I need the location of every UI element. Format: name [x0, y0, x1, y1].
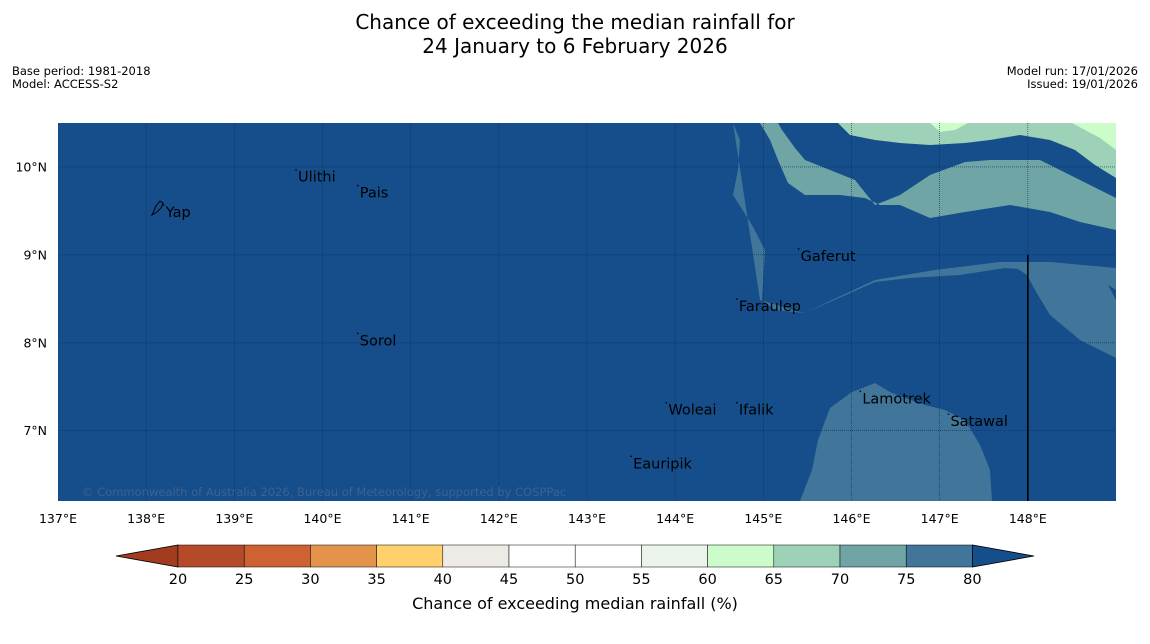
meta-left: Base period: 1981-2018 Model: ACCESS-S2: [12, 65, 151, 91]
colorbar-swatch: [574, 544, 642, 568]
copyright-text: © Commonwealth of Australia 2026, Bureau…: [82, 485, 566, 499]
lon-tick-label: 140°E: [303, 511, 341, 526]
model-name: Model: ACCESS-S2: [12, 77, 119, 91]
colorbar-tick-label: 80: [963, 572, 981, 588]
place-marker: [859, 390, 862, 393]
colorbar-tick-label: 45: [500, 572, 518, 588]
colorbar-swatch: [177, 544, 245, 568]
lon-tick-label: 143°E: [568, 511, 606, 526]
lat-tick-label: 8°N: [23, 335, 47, 350]
lon-tick-label: 148°E: [1009, 511, 1047, 526]
lon-tick-label: 146°E: [832, 511, 870, 526]
issued-date: Issued: 19/01/2026: [1027, 77, 1138, 91]
region-60-65: [1072, 123, 1116, 150]
colorbar-tick-label: 60: [698, 572, 716, 588]
colorbar-swatch: [508, 544, 576, 568]
lon-tick-label: 142°E: [480, 511, 518, 526]
colorbar-tick-label: 50: [566, 572, 584, 588]
place-label-woleai: Woleai: [668, 403, 716, 419]
place-marker: [736, 401, 738, 404]
place-label-pais: Pais: [360, 186, 389, 202]
colorbar: 20 25 30 35 40 45 50 55 60 65 70 75 80: [115, 544, 1035, 588]
place-label-gaferut: Gaferut: [801, 249, 856, 265]
colorbar-swatch: [773, 544, 841, 568]
colorbar-tick-label: 20: [169, 572, 187, 588]
colorbar-tick-label: 35: [367, 572, 385, 588]
place-marker: [356, 184, 359, 187]
map-marks: Yap Ulithi Pais Gaferut Faraulep Sorol Woleai I…: [82, 168, 1029, 501]
colorbar-swatch: [641, 544, 708, 568]
base-period: Base period: 1981-2018: [12, 64, 151, 78]
place-marker: [665, 401, 668, 404]
colorbar-tick-label: 40: [434, 572, 452, 588]
region-75-80-south: [800, 383, 992, 501]
yap-island-shape: [150, 200, 164, 217]
colorbar-tick-label: 25: [235, 572, 253, 588]
place-label-lamotrek: Lamotrek: [862, 391, 931, 407]
lat-tick-label: 7°N: [23, 423, 47, 438]
chart-title-line1: Chance of exceeding the median rainfall …: [355, 10, 795, 34]
lat-tick-label: 9°N: [23, 247, 47, 262]
colorbar-swatch: [243, 544, 311, 568]
place-label-satawal: Satawal: [950, 414, 1007, 430]
lon-tick-label: 139°E: [215, 511, 253, 526]
chart-title-line2: 24 January to 6 February 2026: [422, 34, 728, 58]
region-70-75: [760, 123, 1116, 230]
colorbar-swatch: [905, 544, 973, 568]
region-65-70: [838, 123, 1116, 178]
place-marker: [356, 332, 359, 335]
lon-tick-label: 144°E: [656, 511, 694, 526]
place-label-ulithi: Ulithi: [298, 170, 336, 186]
colorbar-over-arrow: [972, 544, 1035, 568]
lon-tick-label: 145°E: [744, 511, 782, 526]
colorbar-swatch: [376, 544, 444, 568]
meta-right: Model run: 17/01/2026 Issued: 19/01/2026: [1007, 65, 1138, 91]
gridlines: 137°E 138°E 139°E 140°E 141°E 142°E 143°E 144°E…: [15, 123, 1116, 526]
model-run: Model run: 17/01/2026: [1006, 64, 1138, 78]
colorbar-tick-label: 55: [632, 572, 650, 588]
colorbar-swatch: [442, 544, 510, 568]
colorbar-tick-label: 65: [765, 572, 783, 588]
contour-regions: [733, 123, 1116, 501]
colorbar-swatch: [839, 544, 907, 568]
place-marker: [736, 298, 738, 300]
colorbar-tick-label: 30: [301, 572, 319, 588]
place-label-sorol: Sorol: [360, 333, 397, 349]
colorbar-swatch: [707, 544, 775, 568]
place-marker: [163, 204, 165, 206]
place-marker: [295, 168, 297, 171]
lat-tick-label: 10°N: [15, 159, 47, 174]
place-label-ifalik: Ifalik: [739, 403, 774, 419]
place-marker: [947, 413, 950, 415]
place-marker: [630, 455, 632, 458]
place-label-faraulep: Faraulep: [739, 299, 801, 315]
lon-tick-label: 147°E: [921, 511, 959, 526]
lon-tick-label: 141°E: [392, 511, 430, 526]
place-label-eauripik: Eauripik: [633, 456, 692, 472]
colorbar-under-arrow: [115, 544, 179, 568]
lon-tick-label: 137°E: [39, 511, 77, 526]
region-75-80-north: [733, 123, 1116, 358]
colorbar-tick-label: 75: [897, 572, 915, 588]
colorbar-tick-label: 70: [831, 572, 849, 588]
place-marker: [797, 248, 800, 250]
lon-tick-label: 138°E: [127, 511, 165, 526]
place-label-yap: Yap: [165, 205, 191, 221]
colorbar-label: Chance of exceeding median rainfall (%): [412, 594, 738, 613]
colorbar-swatch: [310, 544, 377, 568]
